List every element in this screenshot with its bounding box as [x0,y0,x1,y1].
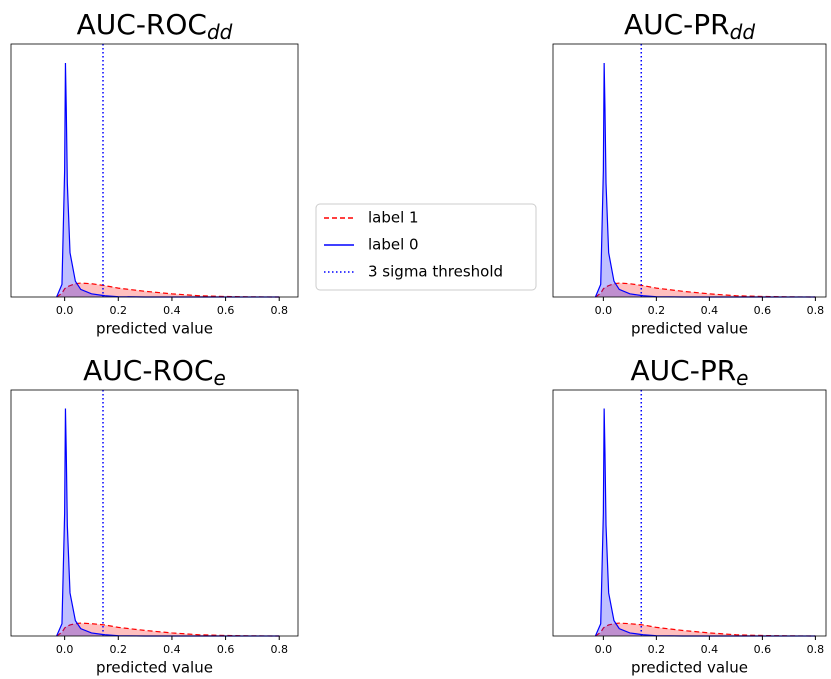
title-main: AUC-ROC [83,354,213,387]
x-tick-label: 0.4 [163,304,181,317]
chart-title: AUC-ROCdd [77,8,233,44]
x-tick-label: 0.4 [701,304,719,317]
legend-box [315,203,537,291]
density-line [595,282,816,298]
legend-label: label 1 [368,209,419,227]
chart-title: AUC-PRe [631,354,749,390]
x-axis-label: predicted value [96,659,213,677]
density-area [56,62,280,297]
x-tick-label: 0.2 [648,643,666,656]
x-tick-label: 0.8 [270,304,288,317]
title-subscript: dd [207,20,233,44]
density-area [56,283,280,297]
legend: label 1 label 0 3 sigma threshold [315,203,537,291]
x-tick-label: 0.0 [595,304,613,317]
x-tick-label: 0.8 [807,643,825,656]
title-main: AUC-ROC [77,8,207,41]
x-tick-label: 0.6 [754,304,772,317]
chart-title: AUC-PRdd [624,8,755,44]
density-line [56,282,280,298]
title-main: AUC-PR [624,8,730,41]
x-axis-label: predicted value [631,320,748,338]
legend-label: 3 sigma threshold [368,263,503,281]
subplot: AUC-PRe 0.0 0.2 0.4 0.6 0.8 predicted value [552,354,827,677]
x-tick-label: 0.8 [270,643,288,656]
title-subscript: dd [730,20,756,44]
x-tick-label: 0.0 [595,643,613,656]
title-subscript: e [214,366,226,390]
density-area [595,283,816,297]
plot-frame [10,43,299,298]
chart-title: AUC-ROCe [83,354,226,390]
density-line [594,62,816,298]
plot-frame [552,389,827,637]
plot-frame [10,389,299,637]
density-area [595,408,816,636]
x-tick-label: 0.2 [648,304,666,317]
density-area [56,408,280,636]
density-line [595,622,816,637]
x-tick-label: 0.6 [754,643,772,656]
plot-frame [552,43,827,298]
x-axis-label: predicted value [631,659,748,677]
x-tick-label: 0.0 [56,304,74,317]
x-tick-label: 0.6 [217,643,235,656]
x-tick-label: 0.6 [217,304,235,317]
subplot: AUC-ROCe 0.0 0.2 0.4 0.6 0.8 predicted value [10,354,299,677]
density-area [595,62,816,297]
x-axis-label: predicted value [96,320,213,338]
title-main: AUC-PR [631,354,737,387]
x-tick-label: 0.4 [701,643,719,656]
x-tick-label: 0.0 [56,643,74,656]
density-line [56,622,280,637]
title-subscript: e [736,366,748,390]
x-tick-label: 0.2 [110,643,128,656]
density-line [56,408,280,637]
legend-label: label 0 [368,236,419,254]
density-line [56,62,280,298]
subplot: AUC-PRdd 0.0 0.2 0.4 0.6 0.8 predicted value [552,8,827,338]
x-tick-label: 0.8 [807,304,825,317]
subplot: AUC-ROCdd 0.0 0.2 0.4 0.6 0.8 predicted value [10,8,299,338]
density-line [594,408,816,637]
x-tick-label: 0.4 [163,643,181,656]
x-tick-label: 0.2 [110,304,128,317]
